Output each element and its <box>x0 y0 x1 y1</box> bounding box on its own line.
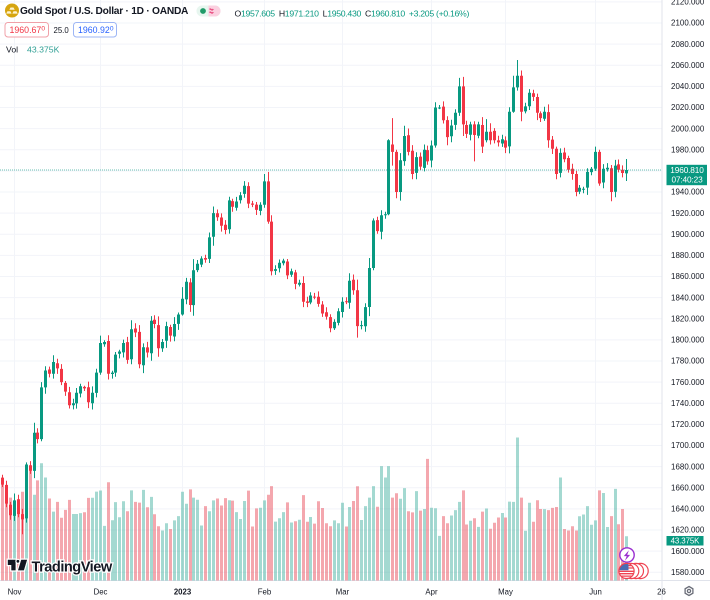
svg-text:2020.000: 2020.000 <box>671 103 705 112</box>
svg-text:1740.000: 1740.000 <box>671 399 705 408</box>
svg-text:1820.000: 1820.000 <box>671 314 705 323</box>
svg-text:43.375K: 43.375K <box>27 45 60 55</box>
svg-text:2080.000: 2080.000 <box>671 40 705 49</box>
svg-text:1860.000: 1860.000 <box>671 272 705 281</box>
svg-text:2040.000: 2040.000 <box>671 82 705 91</box>
svg-text:1680.000: 1680.000 <box>671 462 705 471</box>
svg-text:2023: 2023 <box>174 587 192 596</box>
svg-text:May: May <box>498 587 513 596</box>
svg-text:1780.000: 1780.000 <box>671 357 705 366</box>
svg-text:1960.920: 1960.920 <box>78 25 114 35</box>
svg-text:1700.000: 1700.000 <box>671 441 705 450</box>
svg-text:2060.000: 2060.000 <box>671 61 705 70</box>
svg-text:26: 26 <box>657 587 666 596</box>
svg-text:Jun: Jun <box>589 587 602 596</box>
svg-text:07:40:23: 07:40:23 <box>671 174 703 184</box>
svg-text:Dec: Dec <box>94 587 108 596</box>
svg-text:2120.000: 2120.000 <box>671 0 705 7</box>
svg-text:1880.000: 1880.000 <box>671 251 705 260</box>
svg-text:1940.000: 1940.000 <box>671 188 705 197</box>
svg-text:1960.810: 1960.810 <box>670 165 704 175</box>
svg-text:1580.000: 1580.000 <box>671 568 705 577</box>
svg-text:Mar: Mar <box>336 587 350 596</box>
svg-text:1980.000: 1980.000 <box>671 145 705 154</box>
svg-text:Vol: Vol <box>6 45 18 55</box>
svg-text:1900.000: 1900.000 <box>671 230 705 239</box>
svg-text:1660.000: 1660.000 <box>671 483 705 492</box>
svg-text:1720.000: 1720.000 <box>671 420 705 429</box>
svg-text:43.375K: 43.375K <box>671 537 701 546</box>
svg-text:2000.000: 2000.000 <box>671 124 705 133</box>
svg-text:1640.000: 1640.000 <box>671 505 705 514</box>
svg-text:Apr: Apr <box>425 587 438 596</box>
svg-text:25.0: 25.0 <box>54 26 70 35</box>
svg-text:Feb: Feb <box>258 587 272 596</box>
svg-text:1920.000: 1920.000 <box>671 209 705 218</box>
svg-text:Nov: Nov <box>8 587 22 596</box>
svg-text:1800.000: 1800.000 <box>671 336 705 345</box>
svg-text:1760.000: 1760.000 <box>671 378 705 387</box>
svg-text:1620.000: 1620.000 <box>671 526 705 535</box>
svg-text:1600.000: 1600.000 <box>671 547 705 556</box>
svg-text:1960.670: 1960.670 <box>10 25 46 35</box>
svg-text:2100.000: 2100.000 <box>671 19 705 28</box>
svg-text:1840.000: 1840.000 <box>671 293 705 302</box>
svg-text:Gold Spot / U.S. Dollar · 1D ·: Gold Spot / U.S. Dollar · 1D · OANDA <box>20 6 189 17</box>
svg-text:TradingView: TradingView <box>32 559 113 575</box>
